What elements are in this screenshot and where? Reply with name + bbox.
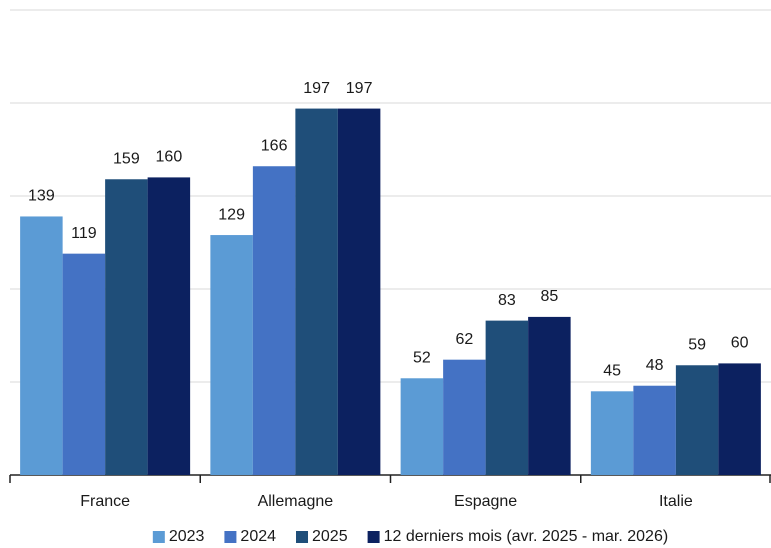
bar: [400, 378, 444, 475]
bar: [675, 365, 719, 475]
x-tick-label: Allemagne: [258, 493, 334, 510]
legend-swatch: [152, 531, 165, 543]
bar: [718, 363, 761, 475]
legend-label: 12 derniers mois (avr. 2025 - mar. 2026): [384, 528, 669, 545]
legend-label: 2023: [169, 528, 205, 545]
data-label: 119: [71, 225, 97, 242]
bar: [443, 359, 486, 475]
legend-label: 2024: [240, 528, 276, 545]
legend: 2023 2024 2025 12 derniers mois (avr. 2025 …: [152, 528, 669, 545]
data-label: 59: [688, 336, 706, 353]
data-label: 60: [731, 335, 749, 352]
bar: [20, 216, 63, 475]
bar: [633, 385, 676, 475]
data-label: 139: [28, 188, 55, 205]
bar: [105, 179, 148, 475]
x-tick-label: France: [80, 493, 130, 510]
data-label: 166: [261, 137, 288, 154]
bar: [528, 316, 571, 475]
data-label: 197: [303, 80, 330, 97]
data-label: 83: [498, 292, 516, 309]
bar: [590, 391, 634, 475]
data-label: 197: [346, 80, 373, 97]
bar: [252, 166, 296, 476]
data-label: 85: [540, 288, 558, 305]
legend-swatch: [367, 531, 380, 543]
data-label: 129: [218, 206, 245, 223]
data-label: 48: [646, 357, 664, 374]
x-tick-label: Italie: [659, 493, 693, 510]
bar: [210, 235, 253, 475]
data-label: 160: [156, 149, 183, 166]
legend-label: 2025: [312, 528, 348, 545]
bar: [62, 253, 106, 475]
x-tick-label: Espagne: [454, 493, 517, 510]
bar: [485, 320, 529, 475]
data-label: 62: [455, 331, 473, 348]
bar: [295, 108, 338, 475]
bar: [147, 177, 191, 475]
data-label: 45: [603, 363, 621, 380]
data-label: 159: [113, 150, 140, 167]
bar: [337, 108, 381, 475]
legend-swatch: [224, 531, 237, 543]
legend-swatch: [296, 531, 309, 543]
data-label: 52: [413, 349, 431, 366]
